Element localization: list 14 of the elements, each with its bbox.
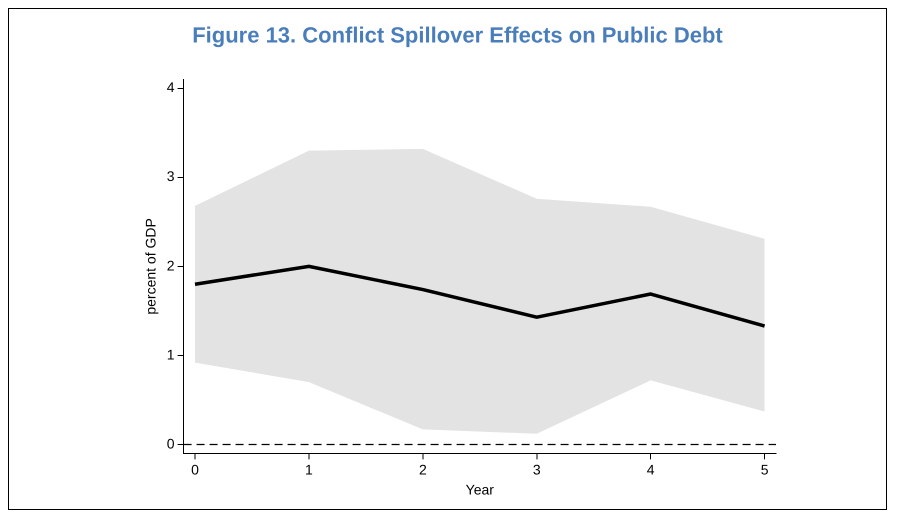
x-tick-label: 2 <box>418 462 427 478</box>
x-tick-label: 1 <box>305 462 314 478</box>
chart-title: Figure 13. Conflict Spillover Effects on Public Debt <box>192 22 724 48</box>
y-tick-label: 4 <box>166 79 175 96</box>
x-tick-label: 0 <box>191 462 200 478</box>
x-tick-label: 3 <box>532 462 541 478</box>
y-tick-label: 1 <box>166 346 175 362</box>
y-tick-label: 2 <box>166 257 175 274</box>
x-axis-title: Year <box>466 481 494 498</box>
y-tick-label: 0 <box>166 435 175 452</box>
y-axis-title: percent of GDP <box>142 218 158 315</box>
y-tick-label: 3 <box>166 168 175 184</box>
x-tick-label: 5 <box>760 462 769 478</box>
x-tick-label: 4 <box>646 462 655 478</box>
